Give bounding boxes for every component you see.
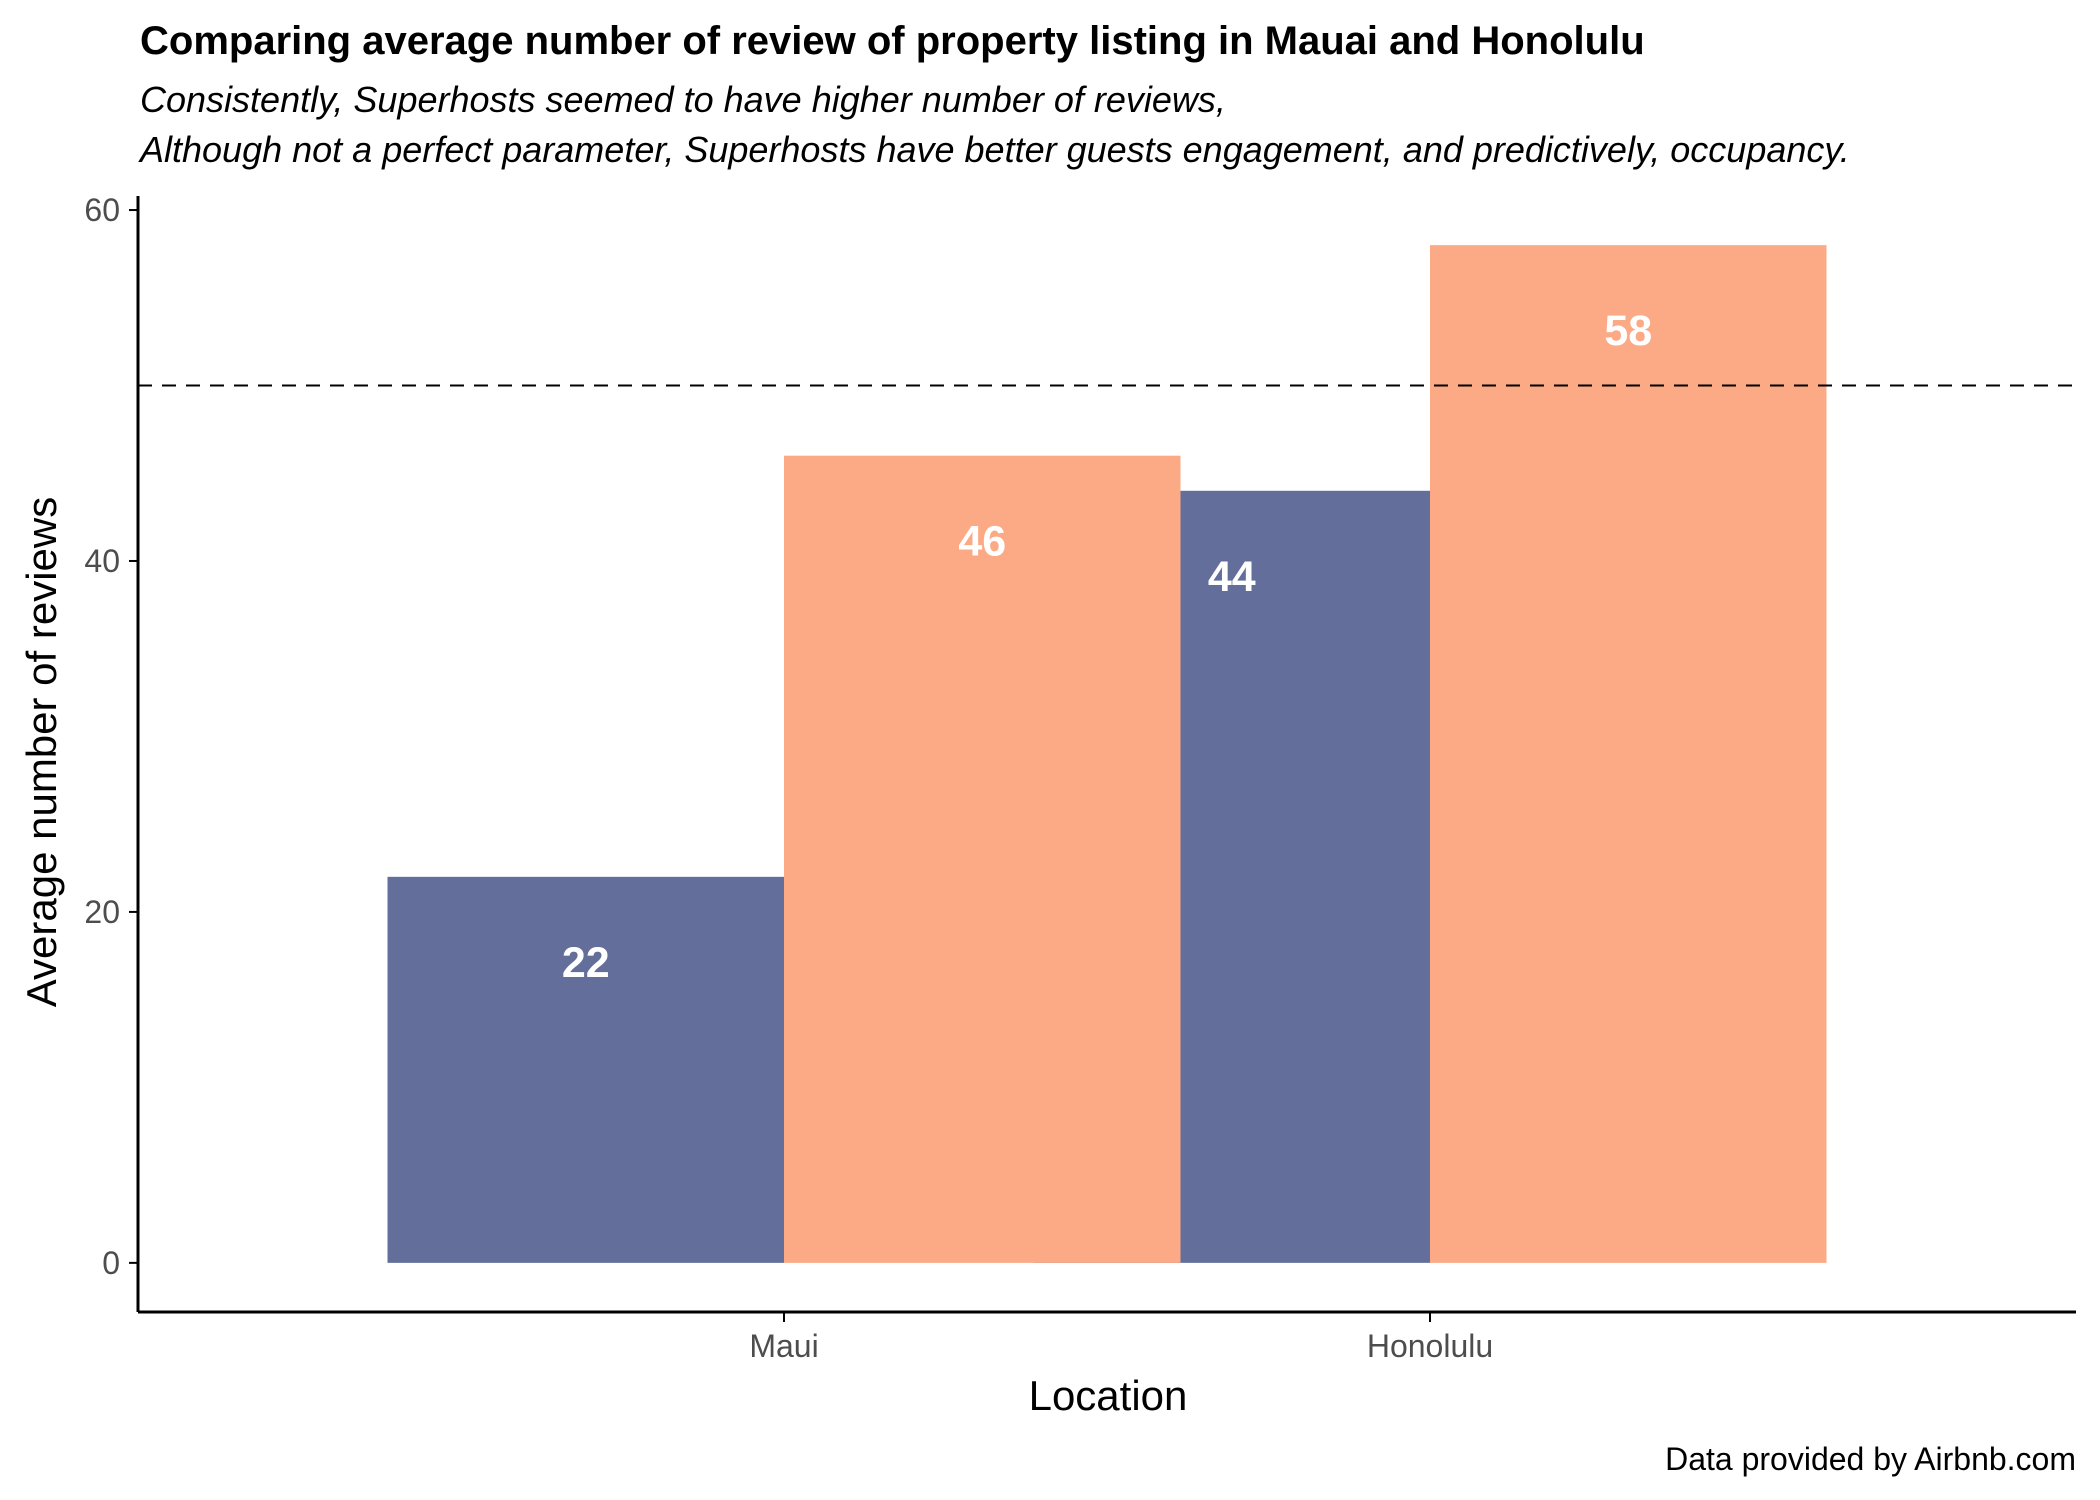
bar-maui-series-1 <box>387 876 784 1263</box>
data-label-honolulu-series-2: 58 <box>1604 307 1652 355</box>
y-tick-label: 20 <box>84 894 120 930</box>
y-axis-title: Average number of reviews <box>18 497 65 1007</box>
x-axis: Maui Honolulu <box>138 1310 2076 1364</box>
y-axis: 0 20 40 60 <box>84 192 140 1312</box>
x-tick-label-maui: Maui <box>749 1328 818 1364</box>
data-label-honolulu-series-1: 44 <box>1208 553 1256 601</box>
y-tick-label: 40 <box>84 543 120 579</box>
chart-subtitle-line-1: Consistently, Superhosts seemed to have … <box>140 79 1226 120</box>
chart-subtitle-line-2: Although not a perfect parameter, Superh… <box>138 129 1850 170</box>
data-label-maui-series-2: 46 <box>958 518 1006 566</box>
chart-caption: Data provided by Airbnb.com <box>1665 1441 2076 1477</box>
chart-title: Comparing average number of review of pr… <box>140 19 1645 63</box>
bars-group <box>387 245 1827 1263</box>
x-axis-title: Location <box>1029 1372 1188 1419</box>
y-tick-label: 0 <box>102 1245 120 1281</box>
data-label-maui-series-1: 22 <box>562 939 610 987</box>
bar-maui-series-2 <box>784 455 1181 1263</box>
bar-honolulu-series-2 <box>1430 245 1827 1263</box>
x-tick-label-honolulu: Honolulu <box>1367 1328 1493 1364</box>
data-labels-group: 22 44 46 58 <box>562 307 1652 987</box>
y-tick-label: 60 <box>84 192 120 228</box>
